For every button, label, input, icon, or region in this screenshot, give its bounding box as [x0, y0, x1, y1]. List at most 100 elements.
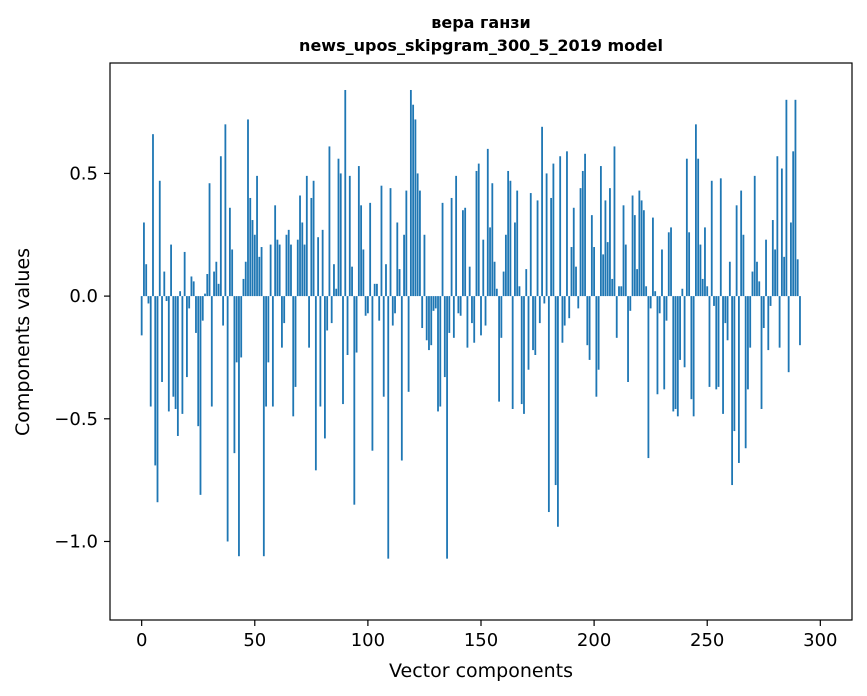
bar	[710, 180, 713, 297]
x-tick-label: 150	[464, 630, 498, 651]
bar	[197, 296, 200, 427]
bar	[713, 296, 715, 306]
bar	[514, 222, 516, 297]
bar	[179, 291, 182, 297]
bar	[740, 190, 743, 297]
bar	[557, 296, 559, 527]
bar	[532, 296, 534, 351]
bar	[647, 296, 650, 459]
bar	[448, 296, 451, 333]
bar	[428, 296, 430, 351]
bar	[676, 296, 679, 417]
bar	[489, 227, 491, 297]
bar	[296, 239, 299, 297]
bar	[758, 281, 761, 297]
bar	[706, 286, 709, 297]
bar	[181, 296, 184, 414]
bar	[536, 200, 539, 297]
bar	[704, 227, 706, 297]
x-tick-label: 50	[243, 630, 266, 651]
bar	[477, 163, 480, 297]
bar	[240, 296, 243, 358]
bar	[382, 296, 385, 397]
bar	[301, 222, 304, 297]
bar	[609, 188, 611, 297]
bar	[376, 283, 378, 297]
bar	[695, 124, 697, 297]
bar	[158, 180, 161, 297]
bar	[627, 296, 629, 382]
bar	[642, 210, 645, 297]
bar	[790, 222, 792, 297]
bar	[373, 283, 376, 297]
bar	[491, 183, 494, 297]
bar	[599, 166, 602, 297]
bar	[305, 175, 308, 297]
y-tick-label: 0.0	[69, 286, 98, 307]
bar	[265, 296, 267, 407]
bar	[348, 175, 351, 297]
bar	[753, 175, 756, 297]
bar	[645, 286, 648, 297]
x-tick-label: 250	[690, 630, 724, 651]
bar	[380, 185, 383, 297]
bar	[550, 197, 553, 297]
bar	[523, 296, 525, 414]
bar	[780, 168, 783, 297]
bar	[602, 254, 605, 297]
bar	[430, 296, 433, 346]
bar	[339, 173, 342, 297]
bar	[486, 148, 489, 297]
bar	[774, 249, 776, 297]
y-tick-label: −1.0	[54, 531, 98, 552]
bar	[294, 296, 297, 387]
bar	[176, 296, 179, 436]
bar	[333, 264, 335, 297]
bar	[287, 229, 290, 297]
bar	[403, 234, 405, 297]
bar	[344, 89, 347, 297]
bar	[511, 296, 514, 409]
bar	[217, 283, 220, 297]
bar	[724, 296, 727, 324]
bar	[468, 266, 471, 297]
bar	[697, 158, 700, 297]
bar	[421, 296, 424, 329]
bar	[674, 296, 677, 409]
bar	[708, 296, 711, 387]
bar	[620, 286, 623, 297]
bar	[541, 126, 543, 297]
bar	[464, 207, 467, 297]
bar	[484, 296, 487, 326]
bar	[747, 296, 749, 390]
bar	[629, 296, 632, 311]
bar	[416, 173, 419, 297]
bar	[584, 153, 586, 297]
bar	[701, 278, 704, 297]
bar	[500, 296, 503, 338]
bar	[167, 296, 170, 412]
bar	[389, 188, 392, 297]
bar	[400, 296, 403, 461]
bar	[165, 296, 168, 302]
bar	[258, 256, 261, 297]
bar	[262, 296, 265, 557]
bar	[507, 170, 510, 297]
bar	[783, 256, 786, 297]
bar	[787, 296, 790, 373]
bar	[360, 205, 363, 297]
bar	[520, 296, 523, 405]
bar	[244, 261, 247, 297]
bar	[575, 266, 577, 297]
bar	[728, 261, 731, 297]
bar	[423, 234, 426, 297]
bar	[269, 244, 272, 297]
bar	[337, 158, 340, 297]
bar	[443, 296, 446, 378]
bar	[613, 146, 616, 297]
bar	[274, 205, 277, 297]
bar	[672, 296, 675, 412]
bar	[378, 296, 381, 321]
bar	[441, 202, 444, 297]
